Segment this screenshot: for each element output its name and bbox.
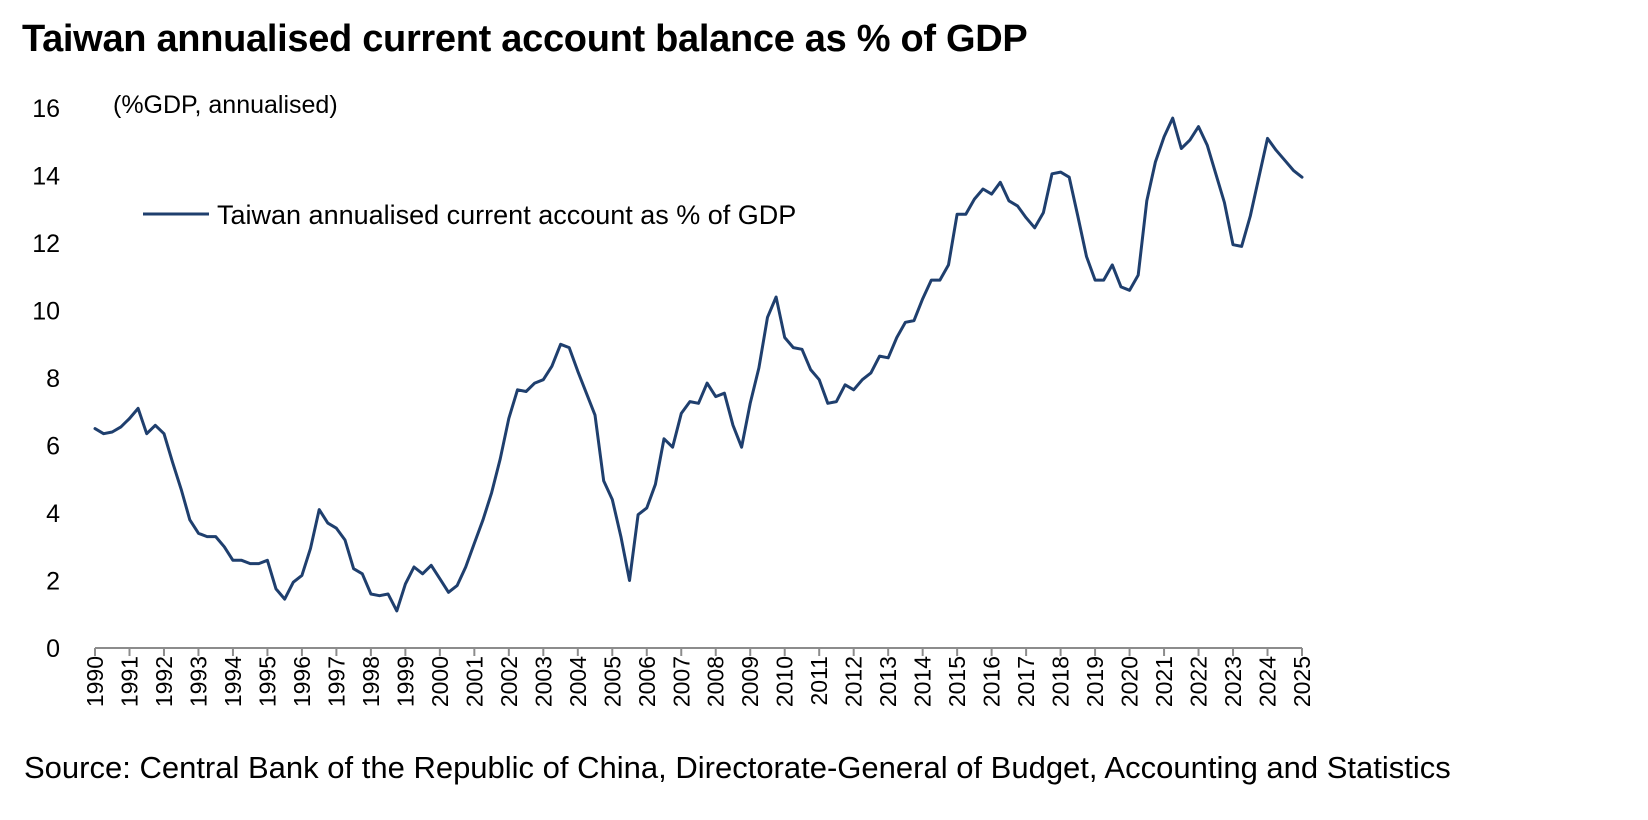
legend-label: Taiwan annualised current account as % o… (217, 200, 796, 230)
x-tick-label: 2020 (1117, 656, 1143, 707)
x-tick-label: 2002 (496, 656, 522, 707)
x-tick-label: 2013 (875, 656, 901, 707)
x-tick-label: 2023 (1220, 656, 1246, 707)
x-tick-label: 2022 (1186, 656, 1212, 707)
x-tick-label: 2009 (737, 656, 763, 707)
x-tick-label: 2010 (772, 656, 798, 707)
x-tick-label: 1999 (392, 656, 418, 707)
y-axis: 0 2 4 6 8 10 12 14 16 (32, 95, 60, 663)
y-tick-label: 12 (32, 230, 60, 258)
y-tick-label: 6 (46, 433, 60, 461)
x-tick-label: 2019 (1082, 656, 1108, 707)
y-tick-label: 4 (46, 500, 60, 528)
y-tick-label: 2 (46, 568, 60, 596)
x-tick-label: 2021 (1151, 656, 1177, 707)
x-tick-label: 1992 (151, 656, 177, 707)
x-tick-label: 2016 (979, 656, 1005, 707)
x-tick-label: 2004 (565, 656, 591, 707)
x-tick-label: 2024 (1255, 656, 1281, 707)
x-tick-label: 2007 (668, 656, 694, 707)
source-note: Source: Central Bank of the Republic of … (24, 750, 1451, 785)
x-tick-label: 2011 (806, 656, 832, 705)
x-tick-label: 2003 (530, 656, 556, 707)
x-tick-label: 2001 (461, 656, 487, 707)
x-tick-label: 1990 (82, 656, 108, 707)
x-tick-label: 1991 (116, 656, 142, 707)
y-tick-label: 16 (32, 95, 60, 123)
legend: Taiwan annualised current account as % o… (143, 200, 796, 230)
x-tick-label: 2017 (1013, 656, 1039, 707)
y-tick-label: 0 (46, 635, 60, 663)
x-tick-label: 2000 (427, 656, 453, 707)
y-tick-label: 8 (46, 365, 60, 393)
x-tick-label: 2014 (910, 656, 936, 707)
x-tick-label: 2008 (703, 656, 729, 707)
y-unit-label: (%GDP, annualised) (113, 91, 338, 119)
x-tick-label: 2025 (1289, 656, 1315, 707)
x-tick-label: 1993 (185, 656, 211, 707)
x-tick-label: 1994 (220, 656, 246, 707)
x-tick-label: 2012 (841, 656, 867, 707)
x-axis: 1990 1991 1992 1993 1994 1995 1996 1997 1998 1999… (82, 648, 1315, 707)
x-tick-label: 1997 (323, 656, 349, 707)
x-tick-label: 1996 (289, 656, 315, 707)
chart-title: Taiwan annualised current account balanc… (22, 18, 1028, 60)
x-tick-label: 2006 (634, 656, 660, 707)
x-tick-label: 2015 (944, 656, 970, 707)
series-line (93, 116, 1304, 613)
x-tick-label: 2018 (1048, 656, 1074, 707)
y-tick-label: 14 (32, 163, 60, 191)
x-tick-label: 1998 (358, 656, 384, 707)
y-tick-label: 10 (32, 298, 60, 326)
x-tick-label: 2005 (599, 656, 625, 707)
x-tick-label: 1995 (254, 656, 280, 707)
